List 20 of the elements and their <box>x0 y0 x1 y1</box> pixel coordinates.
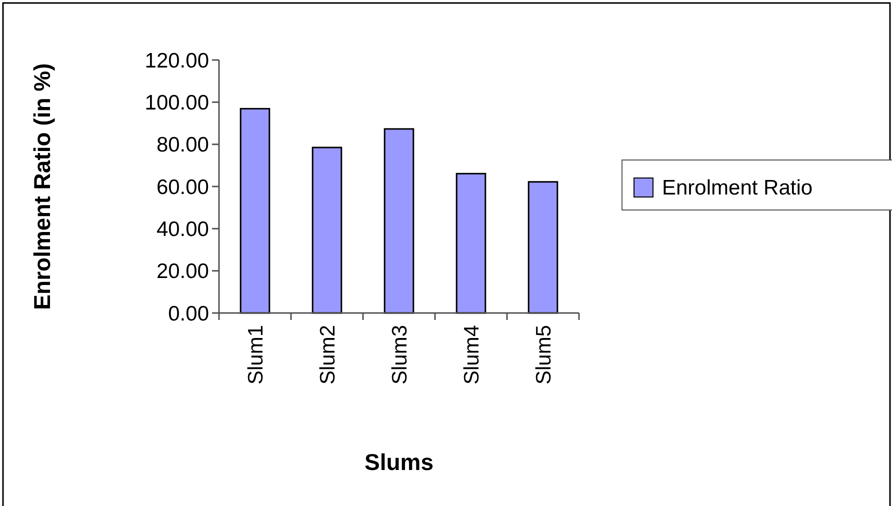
x-tick-label: Slum1 <box>244 325 268 385</box>
bar <box>240 108 270 314</box>
y-tick-label: 100.00 <box>144 92 209 115</box>
x-tick-label: Slum2 <box>316 325 340 385</box>
x-tick-label: Slum3 <box>388 325 412 385</box>
x-tick-label: Slum5 <box>532 325 556 385</box>
x-axis-title: Slums <box>364 449 434 475</box>
y-tick-label: 20.00 <box>156 260 209 284</box>
y-tick-label: 60.00 <box>156 176 209 199</box>
y-tick-label: 120.00 <box>144 49 209 72</box>
bar <box>384 128 414 314</box>
y-tick-label: 80.00 <box>156 134 209 157</box>
bar <box>456 172 486 314</box>
y-tick-label: 0.00 <box>168 302 209 326</box>
legend-label: Enrolment Ratio <box>662 176 813 200</box>
y-tick-label: 40.00 <box>156 218 209 242</box>
bar <box>528 181 558 314</box>
y-axis-title: Enrolment Ratio (in %) <box>29 63 56 310</box>
x-tick-label: Slum4 <box>460 324 484 385</box>
bar <box>312 146 342 314</box>
